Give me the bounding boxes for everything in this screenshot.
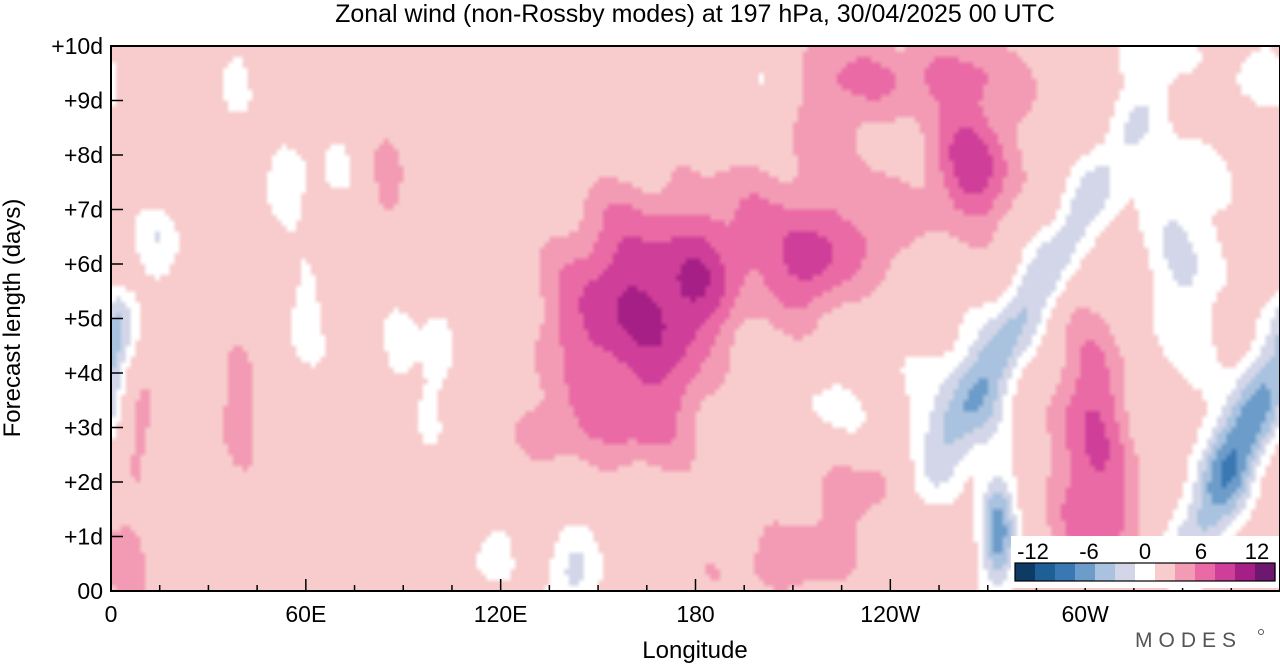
y-tick-label: +6d [64,251,103,277]
colorbar-label: 12 [1245,539,1269,564]
colorbar-swatch [1155,563,1176,581]
y-axis-label: Forecast length (days) [0,199,26,438]
colorbar-swatch [1135,563,1156,581]
modes-logo-text: MODES [1135,629,1242,652]
y-tick-label: +9d [64,88,103,114]
colorbar-frame [1014,562,1276,582]
colorbar-swatch [1015,563,1036,581]
colorbar-swatch [1195,563,1216,581]
x-tick-label: 180 [676,601,714,627]
colorbar-label: -12 [1017,539,1049,564]
y-tick-label: +8d [64,142,103,168]
colorbar-swatch [1175,563,1196,581]
colorbar-swatch [1215,563,1236,581]
x-tick-label: 120E [474,601,528,627]
y-tick-label: +5d [64,306,103,332]
colorbar-swatch [1255,563,1276,581]
plot-area [111,46,1280,591]
colorbar-legend: -12 -6 0 6 12 [1011,536,1279,588]
y-tick-label: +7d [64,197,103,223]
y-tick-label: 00 [77,578,103,604]
colorbar-swatch [1075,563,1096,581]
x-tick-label: 60W [1062,601,1110,627]
colorbar-swatch [1235,563,1256,581]
colorbar-swatch [1095,563,1116,581]
x-tick-label: 0 [105,601,118,627]
colorbar-label: -6 [1079,539,1099,564]
x-tick-label: 120W [860,601,920,627]
chart-title: Zonal wind (non-Rossby modes) at 197 hPa… [335,0,1055,28]
modes-logo: MODES [1135,629,1264,652]
wind-anomaly-field [111,46,1280,591]
colorbar-swatch [1055,563,1076,581]
y-tick-label: +2d [64,469,103,495]
y-tick-label: +4d [64,360,103,386]
y-tick-label: +3d [64,415,103,441]
y-axis: 00 +1d +2d +3d +4d +5d +6d +7d +8d +9d +10d [51,33,123,604]
registered-mark-icon [1258,629,1264,635]
colorbar-swatch [1035,563,1056,581]
x-axis-label: Longitude [642,637,747,664]
colorbar-swatch [1115,563,1136,581]
y-tick-label: +10d [51,33,103,59]
colorbar-label: 0 [1139,539,1151,564]
colorbar-label: 6 [1195,539,1207,564]
x-tick-label: 60E [285,601,326,627]
y-tick-label: +1d [64,524,103,550]
